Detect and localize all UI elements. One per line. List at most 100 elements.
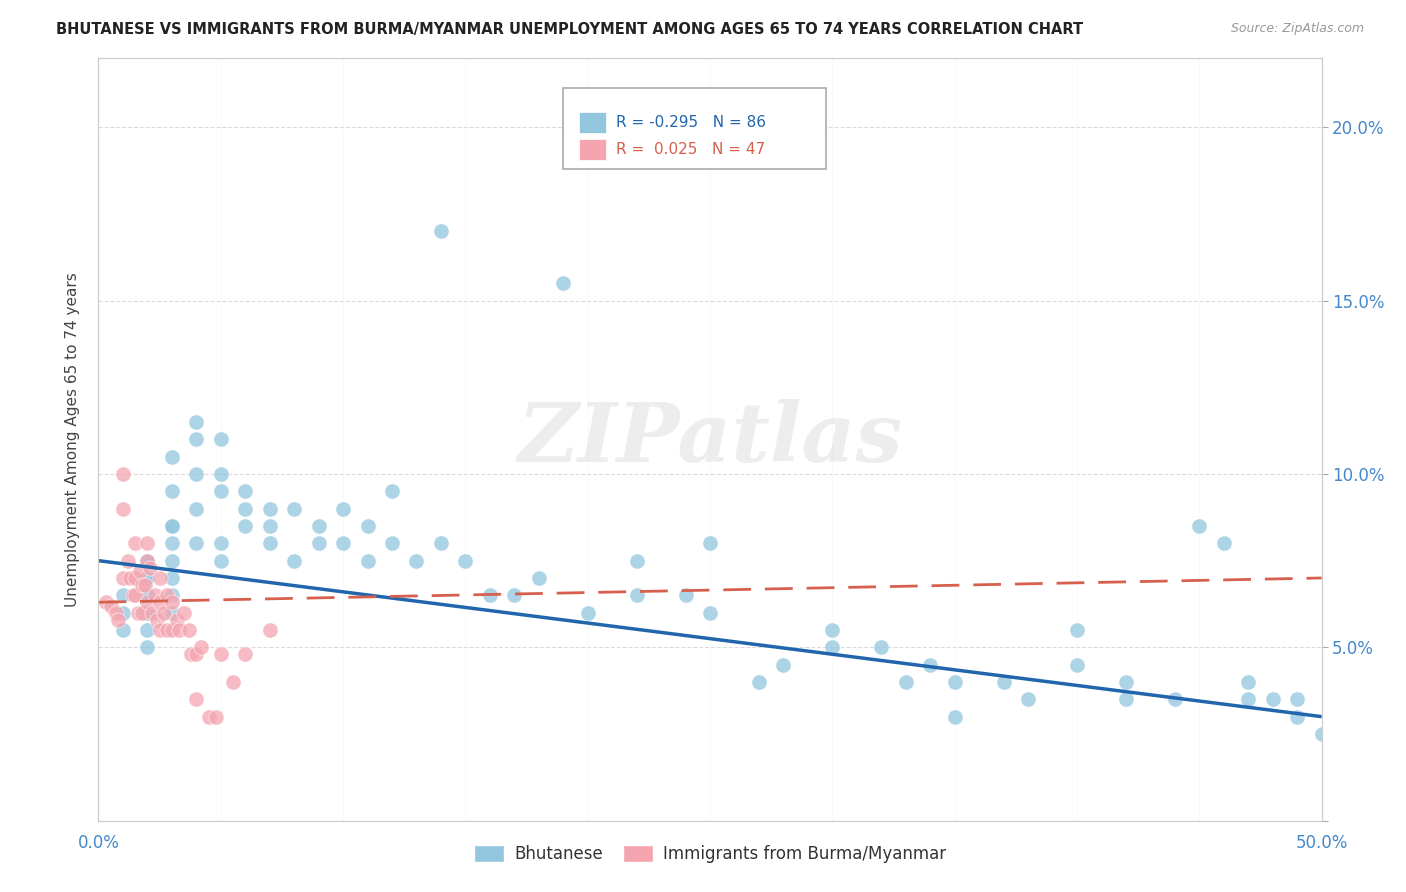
Bhutanese	[136, 571, 159, 585]
Bhutanese	[283, 554, 305, 568]
Bhutanese	[136, 606, 159, 620]
Bhutanese	[332, 501, 354, 516]
Bhutanese	[405, 554, 427, 568]
Bhutanese	[160, 450, 183, 464]
Bhutanese	[259, 519, 281, 533]
Bhutanese	[821, 623, 844, 637]
Y-axis label: Unemployment Among Ages 65 to 74 years: Unemployment Among Ages 65 to 74 years	[65, 272, 80, 607]
Bhutanese	[136, 588, 159, 602]
Bhutanese	[111, 588, 134, 602]
Immigrants from Burma/Myanmar	[129, 564, 152, 578]
Immigrants from Burma/Myanmar	[233, 647, 256, 661]
Immigrants from Burma/Myanmar	[156, 588, 179, 602]
Bhutanese	[1115, 692, 1137, 706]
Bhutanese	[699, 606, 721, 620]
Bhutanese	[870, 640, 893, 655]
Text: R = -0.295   N = 86: R = -0.295 N = 86	[616, 115, 766, 130]
Immigrants from Burma/Myanmar	[124, 536, 146, 550]
Bhutanese	[186, 501, 208, 516]
Bhutanese	[1017, 692, 1039, 706]
Bhutanese	[160, 519, 183, 533]
Immigrants from Burma/Myanmar	[124, 588, 146, 602]
Immigrants from Burma/Myanmar	[131, 578, 153, 592]
Immigrants from Burma/Myanmar	[100, 599, 122, 613]
Bhutanese	[332, 536, 354, 550]
Text: Source: ZipAtlas.com: Source: ZipAtlas.com	[1230, 22, 1364, 36]
Bhutanese	[209, 536, 232, 550]
Immigrants from Burma/Myanmar	[160, 623, 183, 637]
Immigrants from Burma/Myanmar	[141, 606, 163, 620]
Bhutanese	[111, 606, 134, 620]
Bhutanese	[136, 554, 159, 568]
Immigrants from Burma/Myanmar	[173, 606, 195, 620]
Bhutanese	[381, 484, 404, 499]
Immigrants from Burma/Myanmar	[156, 623, 179, 637]
Bhutanese	[381, 536, 404, 550]
Immigrants from Burma/Myanmar	[146, 613, 169, 627]
Bhutanese	[430, 536, 453, 550]
Immigrants from Burma/Myanmar	[160, 595, 183, 609]
Immigrants from Burma/Myanmar	[136, 595, 159, 609]
FancyBboxPatch shape	[579, 112, 606, 134]
Immigrants from Burma/Myanmar	[205, 709, 228, 723]
Bhutanese	[136, 588, 159, 602]
Immigrants from Burma/Myanmar	[120, 571, 142, 585]
Immigrants from Burma/Myanmar	[259, 623, 281, 637]
Bhutanese	[136, 640, 159, 655]
Bhutanese	[186, 536, 208, 550]
Bhutanese	[160, 536, 183, 550]
Bhutanese	[748, 675, 770, 690]
Bhutanese	[209, 554, 232, 568]
Bhutanese	[160, 519, 183, 533]
Bhutanese	[233, 484, 256, 499]
Bhutanese	[209, 484, 232, 499]
Immigrants from Burma/Myanmar	[166, 613, 188, 627]
Immigrants from Burma/Myanmar	[153, 606, 176, 620]
Immigrants from Burma/Myanmar	[111, 501, 134, 516]
Bhutanese	[1066, 623, 1088, 637]
Bhutanese	[503, 588, 526, 602]
Bhutanese	[233, 519, 256, 533]
FancyBboxPatch shape	[564, 88, 827, 169]
Bhutanese	[478, 588, 501, 602]
Bhutanese	[160, 484, 183, 499]
Bhutanese	[1115, 675, 1137, 690]
Bhutanese	[821, 640, 844, 655]
Immigrants from Burma/Myanmar	[222, 675, 245, 690]
Bhutanese	[160, 571, 183, 585]
Immigrants from Burma/Myanmar	[111, 467, 134, 481]
Bhutanese	[1164, 692, 1187, 706]
Immigrants from Burma/Myanmar	[149, 623, 172, 637]
Immigrants from Burma/Myanmar	[143, 588, 166, 602]
Text: R =  0.025   N = 47: R = 0.025 N = 47	[616, 142, 765, 157]
Bhutanese	[1286, 709, 1309, 723]
Bhutanese	[1261, 692, 1284, 706]
Immigrants from Burma/Myanmar	[124, 571, 146, 585]
Bhutanese	[160, 588, 183, 602]
Bhutanese	[454, 554, 477, 568]
Bhutanese	[259, 501, 281, 516]
Immigrants from Burma/Myanmar	[131, 606, 153, 620]
Immigrants from Burma/Myanmar	[104, 606, 127, 620]
Bhutanese	[626, 588, 648, 602]
Bhutanese	[1212, 536, 1234, 550]
Bhutanese	[553, 277, 575, 291]
Bhutanese	[136, 623, 159, 637]
Bhutanese	[993, 675, 1015, 690]
Bhutanese	[943, 709, 966, 723]
Immigrants from Burma/Myanmar	[121, 588, 143, 602]
Text: 50.0%: 50.0%	[1295, 834, 1348, 853]
Bhutanese	[943, 675, 966, 690]
Immigrants from Burma/Myanmar	[190, 640, 212, 655]
Bhutanese	[111, 623, 134, 637]
Immigrants from Burma/Myanmar	[167, 623, 190, 637]
Bhutanese	[1237, 692, 1260, 706]
Bhutanese	[160, 554, 183, 568]
Bhutanese	[1310, 727, 1333, 741]
Bhutanese	[356, 554, 378, 568]
Immigrants from Burma/Myanmar	[127, 606, 149, 620]
Immigrants from Burma/Myanmar	[149, 571, 172, 585]
FancyBboxPatch shape	[579, 139, 606, 161]
Legend: Bhutanese, Immigrants from Burma/Myanmar: Bhutanese, Immigrants from Burma/Myanmar	[467, 838, 953, 870]
Bhutanese	[1237, 675, 1260, 690]
